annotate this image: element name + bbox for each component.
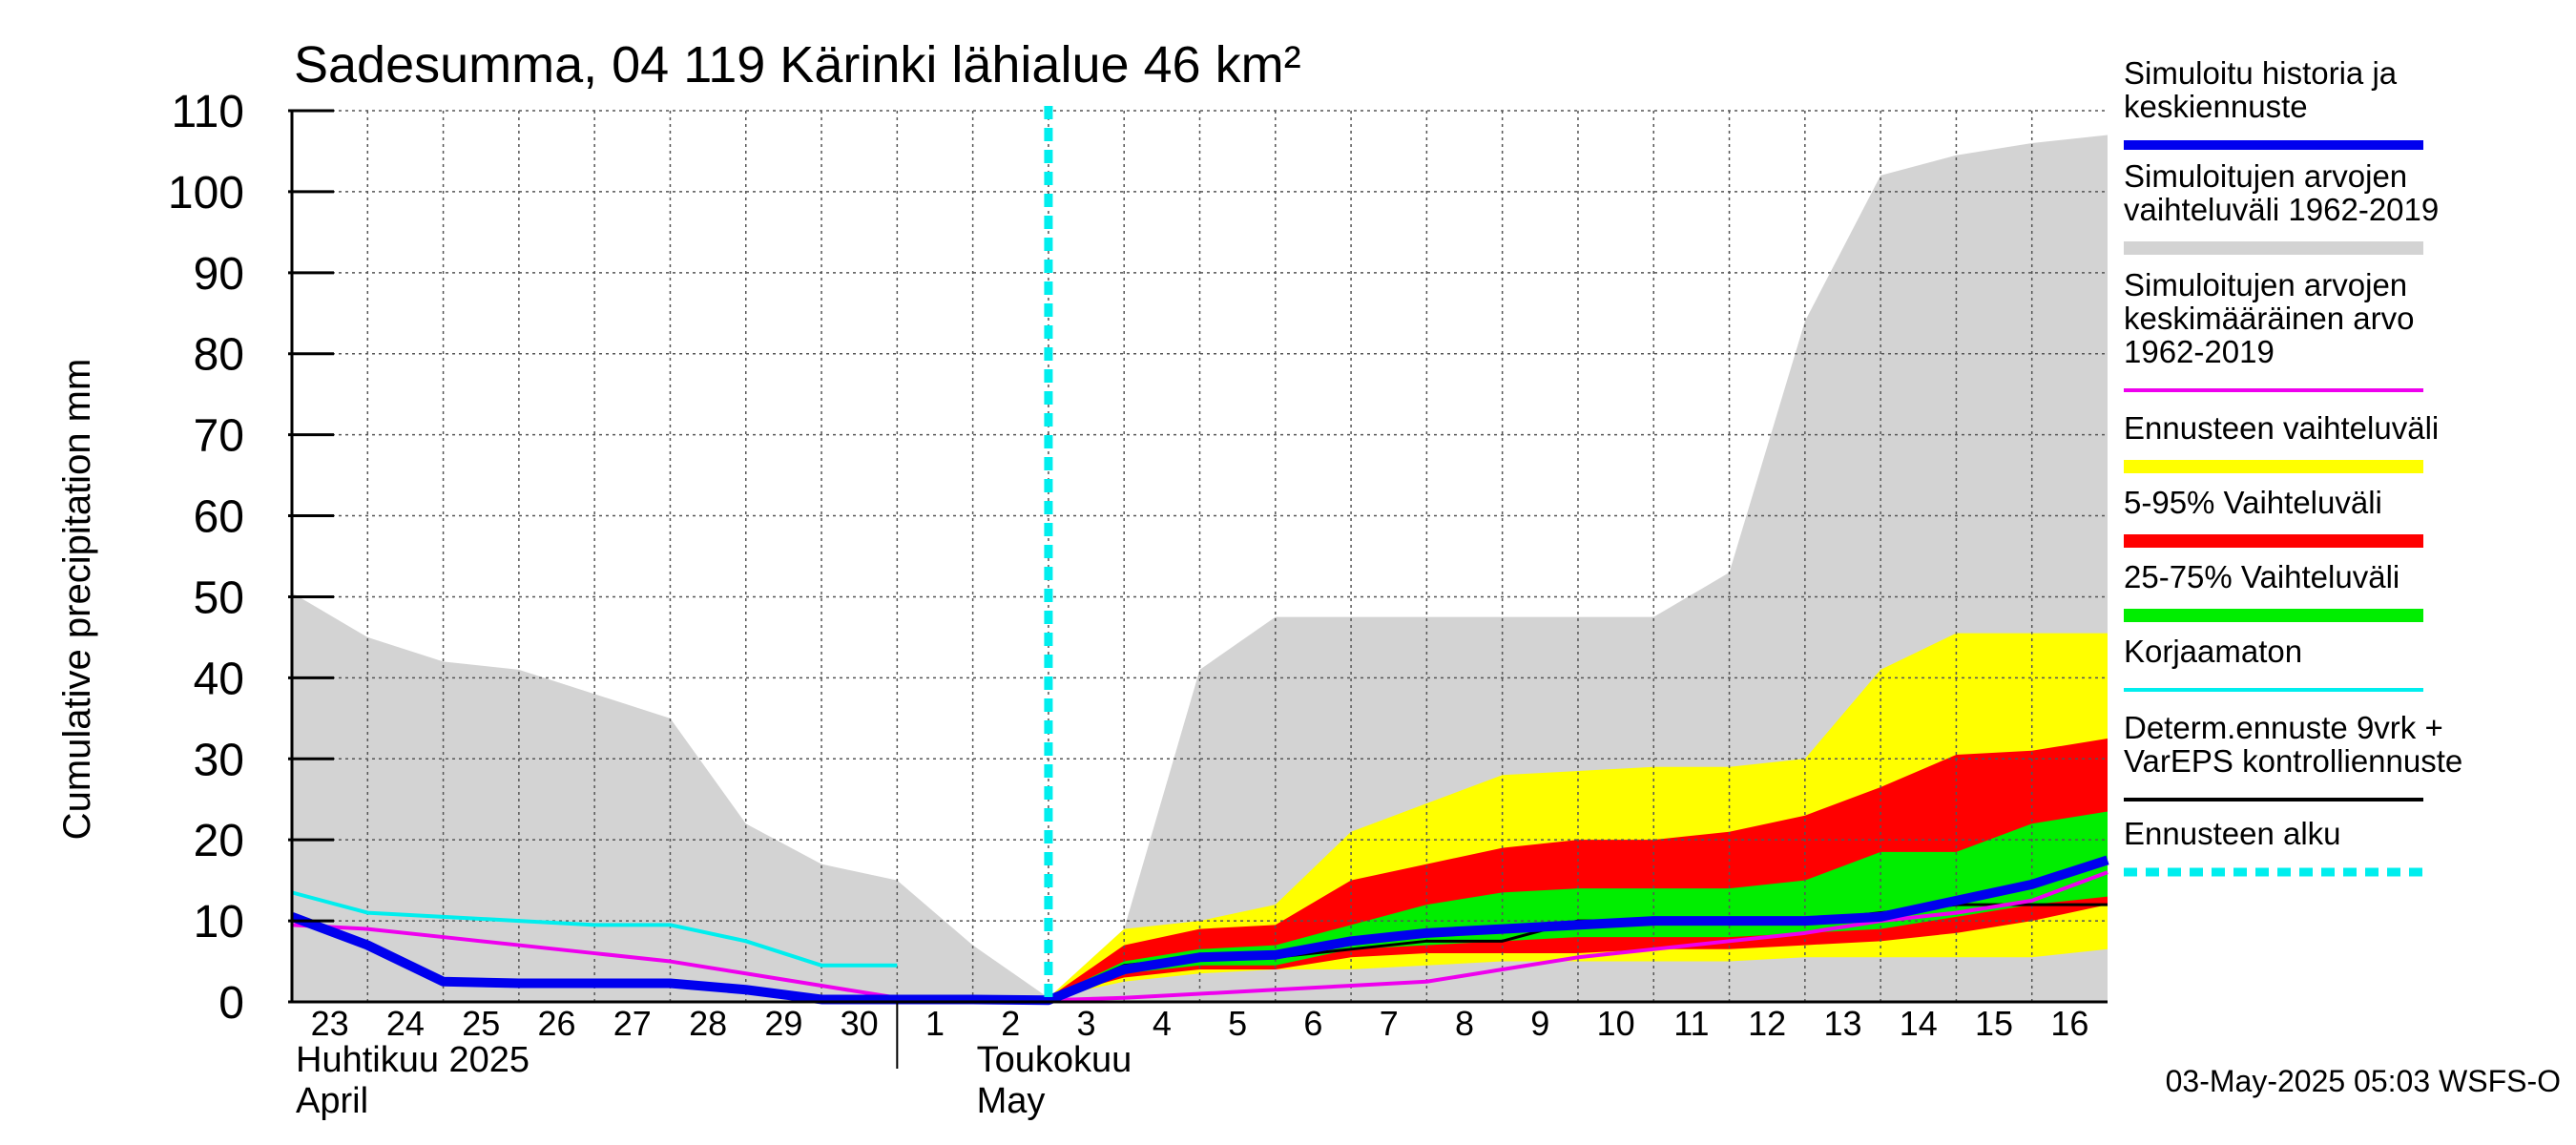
legend-label: Korjaamaton [2124, 634, 2302, 669]
legend-label: Determ.ennuste 9vrk + [2124, 710, 2443, 745]
legend-item-p5_95: 5-95% Vaihteluväli [2124, 485, 2423, 548]
legend-swatch [2124, 460, 2423, 473]
y-tick-label: 20 [194, 816, 244, 866]
x-tick-label: 5 [1228, 1004, 1247, 1043]
x-tick-label: 15 [1975, 1004, 2013, 1043]
y-tick-label: 50 [194, 572, 244, 623]
grid-layer [292, 110, 2108, 1002]
y-tick-label: 90 [194, 249, 244, 300]
x-tick-label: 1 [925, 1004, 945, 1043]
x-tick-label: 26 [537, 1004, 575, 1043]
legend-swatch [2124, 609, 2423, 622]
legend-item-ens_range: Ennusteen vaihteluväli [2124, 410, 2439, 473]
legend-label: Simuloitu historia ja [2124, 55, 2398, 91]
y-tick-label: 0 [218, 978, 244, 1029]
x-tick-label: 24 [386, 1004, 425, 1043]
legend-label: 1962-2019 [2124, 334, 2275, 369]
chart-title: Sadesumma, 04 119 Kärinki lähialue 46 km… [294, 36, 1301, 94]
y-tick-label: 80 [194, 330, 244, 381]
x-tick-label: 10 [1597, 1004, 1635, 1043]
legend-label: vaihteluväli 1962-2019 [2124, 192, 2439, 227]
legend-label: keskiennuste [2124, 89, 2308, 124]
legend-item-forecast_start: Ennusteen alku [2124, 816, 2423, 877]
y-axis-label: Cumulative precipitation mm [56, 359, 98, 841]
month-label: April [296, 1081, 368, 1121]
y-tick-label: 40 [194, 654, 244, 704]
x-tick-label: 14 [1900, 1004, 1938, 1043]
y-tick-label: 30 [194, 735, 244, 785]
x-tick-label: 16 [2050, 1004, 2088, 1043]
legend-label: Ennusteen vaihteluväli [2124, 410, 2439, 446]
footer-timestamp: 03-May-2025 05:03 WSFS-O [2166, 1064, 2561, 1098]
y-tick-label: 10 [194, 897, 244, 947]
legend-label: Simuloitujen arvojen [2124, 158, 2407, 194]
x-tick-label: 28 [689, 1004, 727, 1043]
x-tick-label: 23 [311, 1004, 349, 1043]
legend-label: Ennusteen alku [2124, 816, 2341, 851]
y-tick-label: 110 [171, 87, 244, 137]
x-tick-label: 13 [1823, 1004, 1861, 1043]
x-tick-label: 30 [841, 1004, 879, 1043]
x-tick-label: 7 [1380, 1004, 1399, 1043]
x-tick-label: 27 [613, 1004, 652, 1043]
line-sim_history [290, 855, 2109, 1006]
legend-label: 25-75% Vaihteluväli [2124, 559, 2399, 594]
x-tick-label: 25 [462, 1004, 500, 1043]
legend: Simuloitu historia jakeskiennusteSimuloi… [2124, 55, 2462, 877]
y-tick-label: 60 [194, 492, 244, 543]
x-tick-label: 8 [1455, 1004, 1474, 1043]
line-sim_mean [291, 870, 2109, 1003]
legend-label: VarEPS kontrolliennuste [2124, 743, 2462, 779]
y-tick-label: 100 [168, 168, 244, 219]
legend-swatch [2124, 534, 2423, 548]
x-tick-label: 29 [764, 1004, 802, 1043]
x-tick-label: 9 [1530, 1004, 1549, 1043]
x-tick-label: 12 [1748, 1004, 1786, 1043]
legend-label: 5-95% Vaihteluväli [2124, 485, 2382, 520]
y-tick-label: 70 [194, 411, 244, 462]
legend-swatch [2124, 241, 2423, 255]
x-tick-label: 6 [1303, 1004, 1322, 1043]
legend-item-p25_75: 25-75% Vaihteluväli [2124, 559, 2423, 622]
month-label: May [977, 1081, 1046, 1121]
legend-item-determ: Determ.ennuste 9vrk +VarEPS kontrollienn… [2124, 710, 2462, 802]
x-tick-label: 4 [1153, 1004, 1172, 1043]
month-label: Toukokuu [977, 1040, 1132, 1080]
x-tick-label: 2 [1001, 1004, 1020, 1043]
x-tick-label: 3 [1077, 1004, 1096, 1043]
lines-layer [290, 106, 2109, 1006]
line-uncorrected [291, 890, 898, 968]
legend-label: Simuloitujen arvojen [2124, 267, 2407, 302]
legend-item-uncorrected: Korjaamaton [2124, 634, 2423, 692]
x-tick-label: 11 [1673, 1004, 1709, 1043]
legend-label: keskimääräinen arvo [2124, 301, 2414, 336]
month-label: Huhtikuu 2025 [296, 1040, 530, 1080]
